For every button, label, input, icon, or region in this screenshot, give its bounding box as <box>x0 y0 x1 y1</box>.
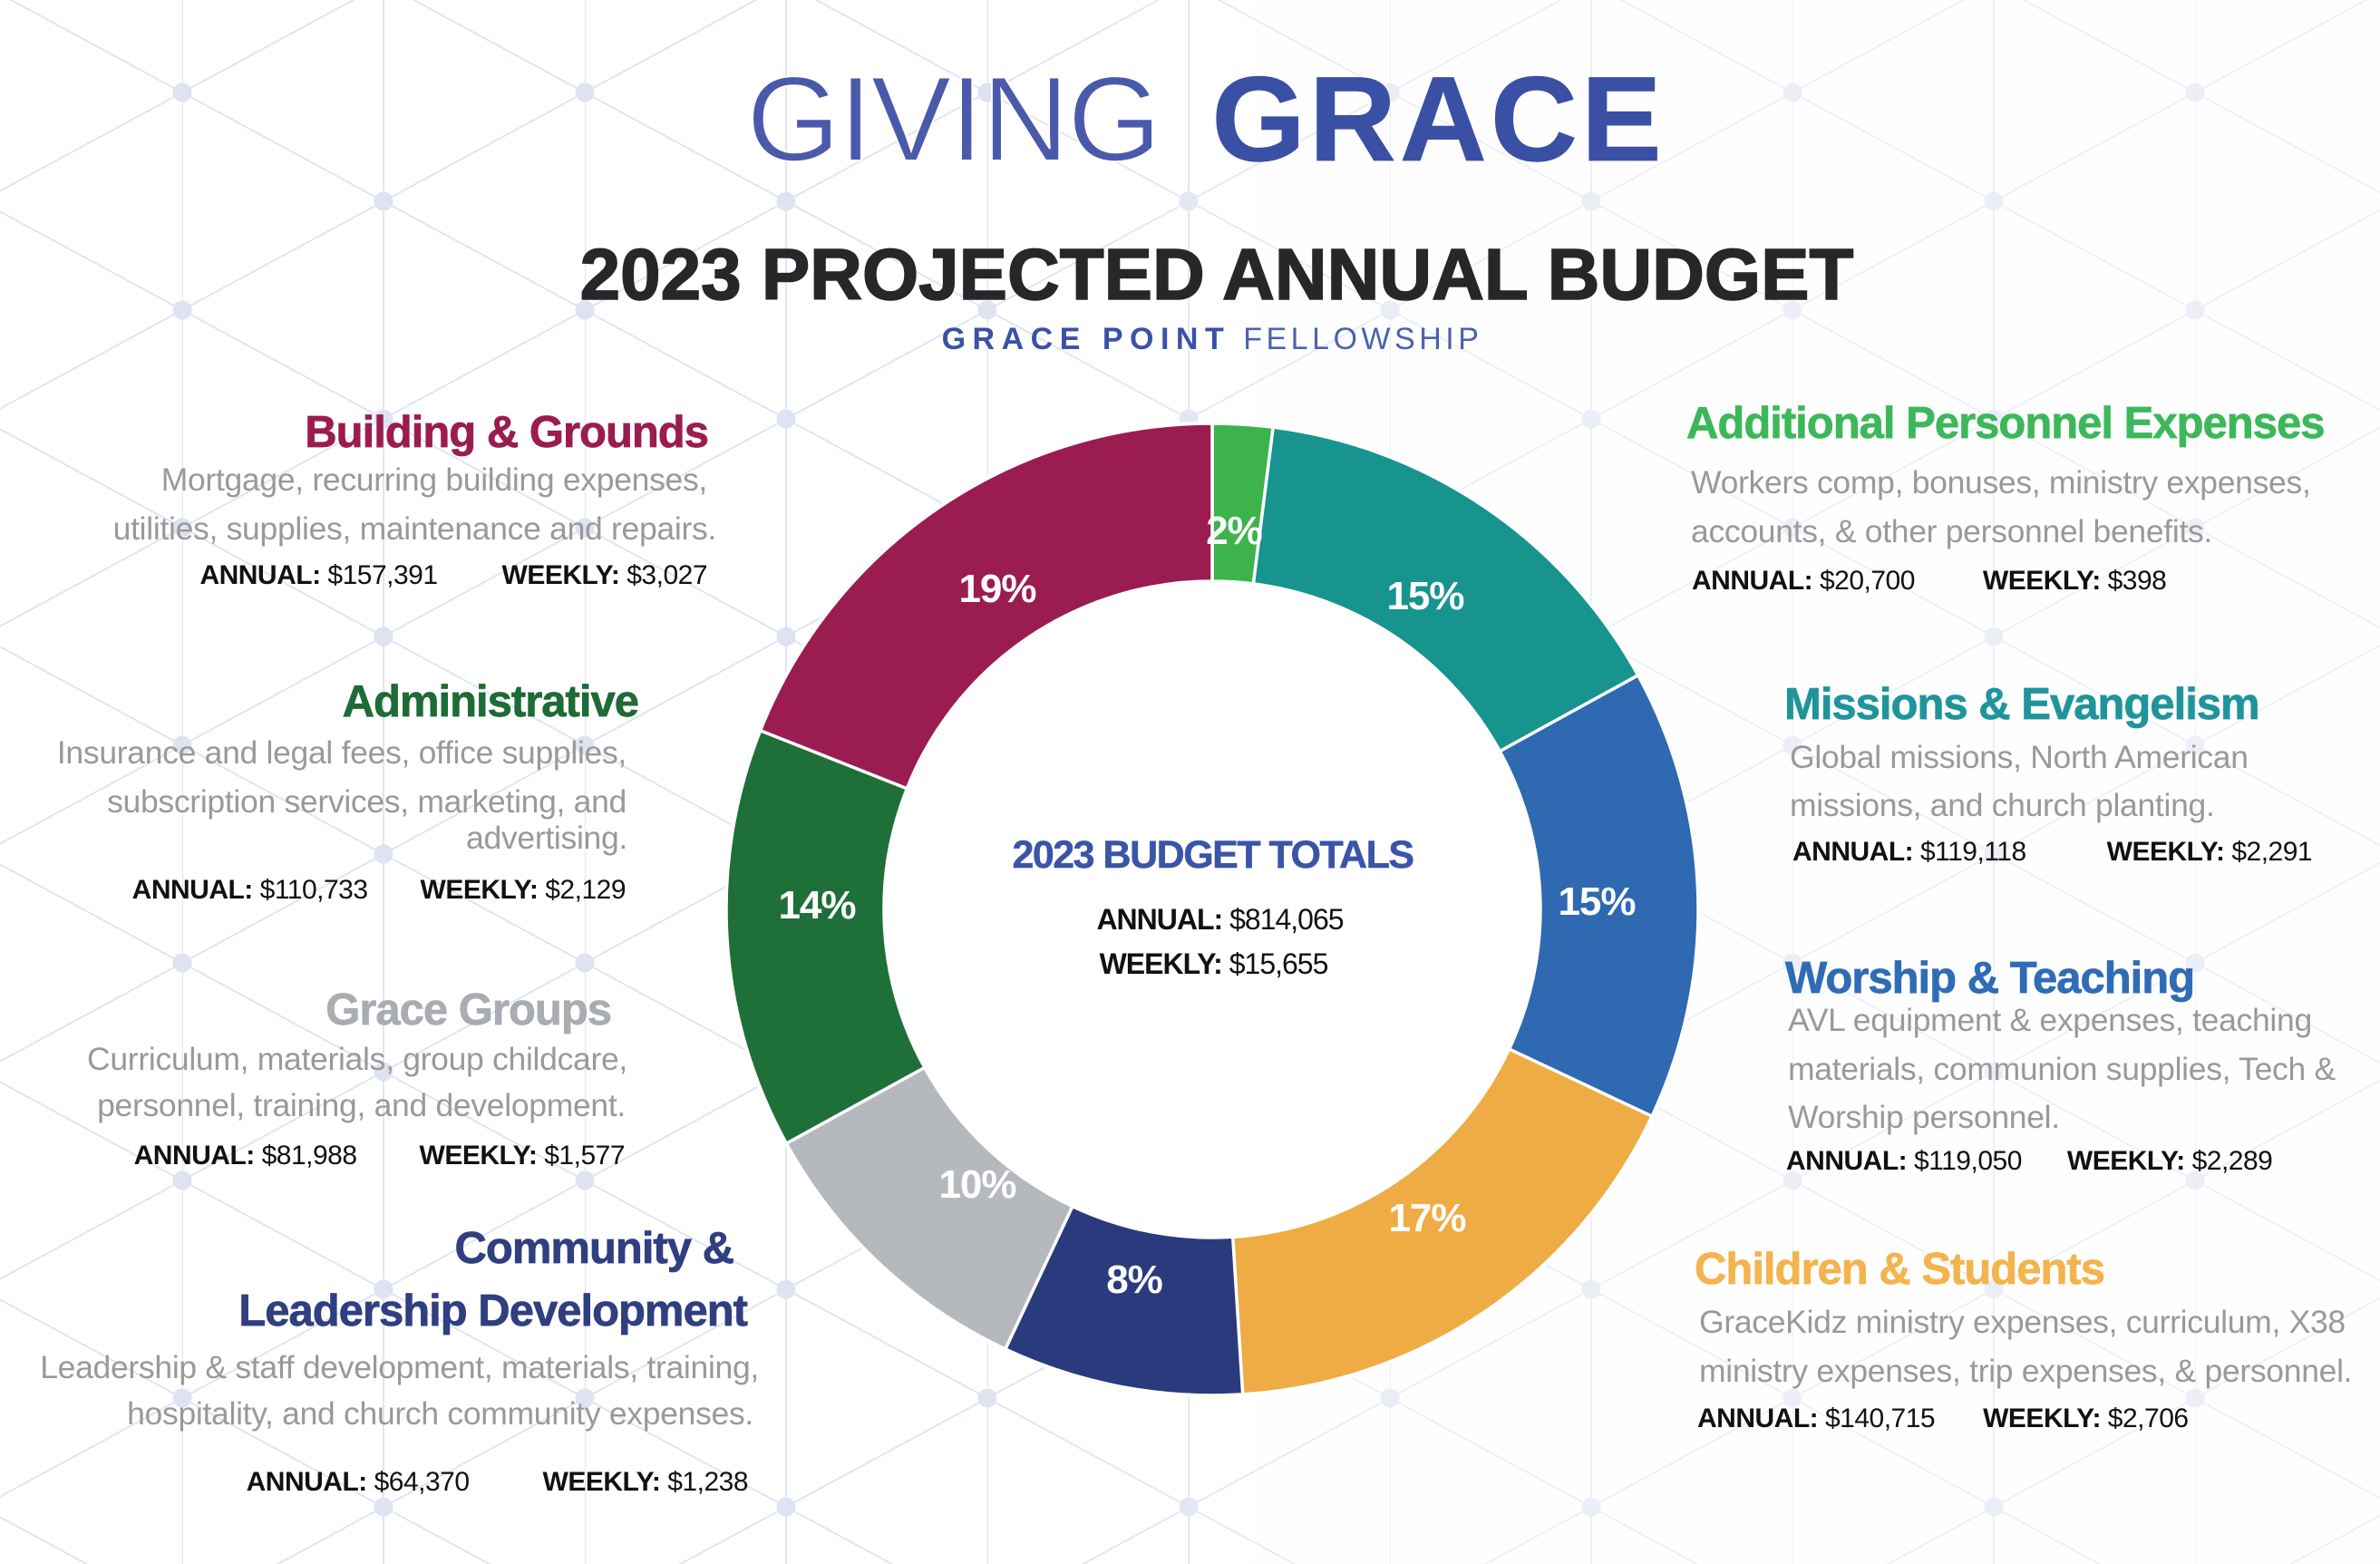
svg-text:17%: 17% <box>1388 1196 1465 1240</box>
svg-text:15%: 15% <box>1558 879 1635 924</box>
svg-text:19%: 19% <box>958 567 1035 611</box>
svg-text:14%: 14% <box>778 883 855 928</box>
svg-text:8%: 8% <box>1106 1258 1162 1302</box>
svg-text:15%: 15% <box>1386 574 1463 618</box>
svg-text:10%: 10% <box>938 1162 1015 1207</box>
svg-text:2%: 2% <box>1206 509 1262 553</box>
